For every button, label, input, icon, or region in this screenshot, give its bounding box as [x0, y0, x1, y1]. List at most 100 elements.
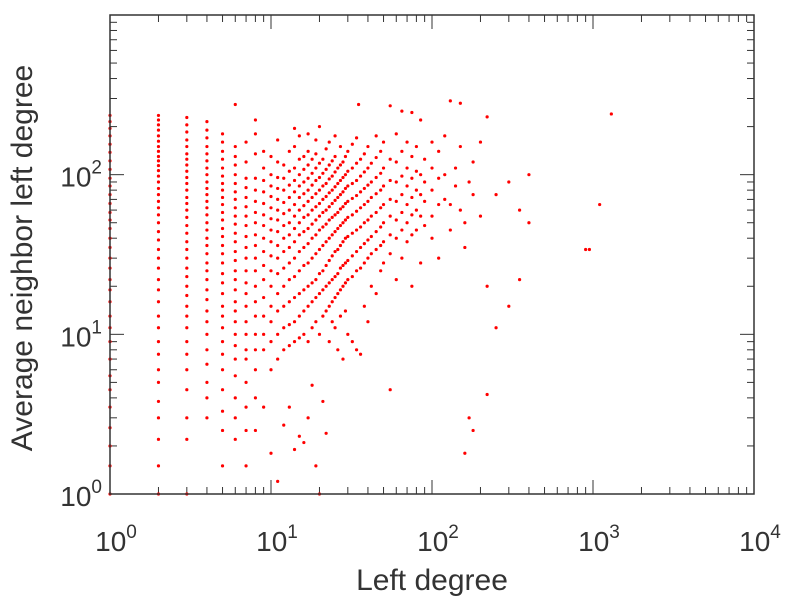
data-point	[471, 160, 475, 164]
data-point	[463, 451, 467, 455]
data-point	[362, 152, 366, 156]
data-point	[156, 247, 161, 252]
data-point	[388, 388, 392, 392]
data-point	[330, 174, 334, 178]
data-point	[297, 434, 301, 438]
data-point	[262, 332, 266, 336]
data-point	[287, 405, 291, 409]
data-point	[205, 144, 209, 149]
data-point	[269, 184, 273, 188]
data-point	[410, 233, 414, 237]
data-point	[262, 249, 266, 254]
data-point	[379, 149, 383, 153]
data-point	[282, 348, 286, 352]
data-point	[324, 222, 328, 226]
data-point	[369, 252, 373, 256]
data-point	[317, 201, 322, 206]
data-point	[185, 388, 189, 392]
data-point	[205, 152, 209, 156]
data-point	[341, 240, 345, 244]
data-point	[317, 175, 322, 180]
data-point	[527, 173, 531, 177]
data-point	[321, 288, 325, 292]
data-point	[233, 154, 237, 159]
data-point	[405, 140, 409, 144]
data-point	[220, 132, 225, 136]
data-point	[185, 256, 189, 260]
data-point	[394, 218, 398, 222]
data-point	[324, 181, 328, 186]
data-point	[269, 206, 273, 210]
data-point	[185, 416, 189, 420]
data-point	[317, 214, 322, 218]
data-point	[220, 149, 225, 153]
data-point	[317, 161, 322, 165]
data-point	[381, 221, 386, 225]
data-point	[410, 284, 414, 288]
data-point	[453, 184, 458, 188]
data-point	[381, 184, 386, 188]
data-point	[253, 256, 257, 260]
data-point	[287, 233, 291, 237]
data-point	[327, 281, 331, 285]
data-point	[379, 269, 383, 273]
data-point	[306, 213, 310, 217]
data-point	[253, 132, 257, 136]
data-point	[282, 188, 286, 192]
data-point	[156, 139, 161, 143]
data-point	[327, 258, 331, 263]
data-point	[414, 208, 418, 212]
data-point	[244, 320, 248, 324]
data-point	[358, 352, 363, 356]
data-point	[346, 258, 350, 263]
data-point	[262, 314, 266, 318]
data-point	[478, 140, 483, 144]
data-point	[321, 171, 325, 175]
data-point	[343, 173, 348, 177]
data-point	[205, 269, 209, 273]
data-point	[362, 261, 366, 265]
data-point	[314, 278, 318, 282]
data-point	[205, 309, 209, 313]
data-point	[269, 368, 273, 372]
data-point	[327, 205, 331, 209]
data-point	[205, 320, 209, 324]
data-point	[262, 201, 266, 206]
data-point	[321, 157, 325, 161]
data-point	[185, 188, 189, 192]
data-point	[269, 451, 273, 455]
data-point	[205, 199, 209, 204]
data-point	[205, 193, 209, 197]
data-point	[310, 171, 314, 175]
data-point	[205, 261, 209, 265]
data-point	[324, 431, 328, 435]
data-point	[327, 191, 331, 195]
data-point	[343, 261, 348, 265]
data-point	[292, 240, 297, 244]
data-point	[358, 174, 363, 178]
data-point	[362, 304, 366, 308]
data-point	[185, 274, 189, 279]
data-point	[419, 173, 423, 177]
data-point	[306, 199, 310, 204]
data-point	[302, 204, 306, 208]
data-point	[419, 193, 423, 197]
data-point	[185, 144, 189, 149]
data-point	[346, 215, 350, 219]
data-point	[405, 184, 409, 188]
data-point	[253, 368, 257, 372]
data-point	[220, 464, 225, 468]
data-point	[297, 269, 301, 273]
data-point	[220, 157, 225, 161]
data-point	[362, 221, 366, 225]
data-point	[185, 195, 189, 200]
data-point	[366, 183, 370, 187]
data-point	[350, 274, 354, 279]
data-point	[338, 193, 343, 197]
data-point	[338, 163, 343, 167]
data-point	[156, 134, 161, 138]
data-point	[437, 176, 441, 180]
data-point	[321, 197, 325, 201]
data-point	[297, 249, 301, 254]
data-point	[262, 166, 266, 170]
